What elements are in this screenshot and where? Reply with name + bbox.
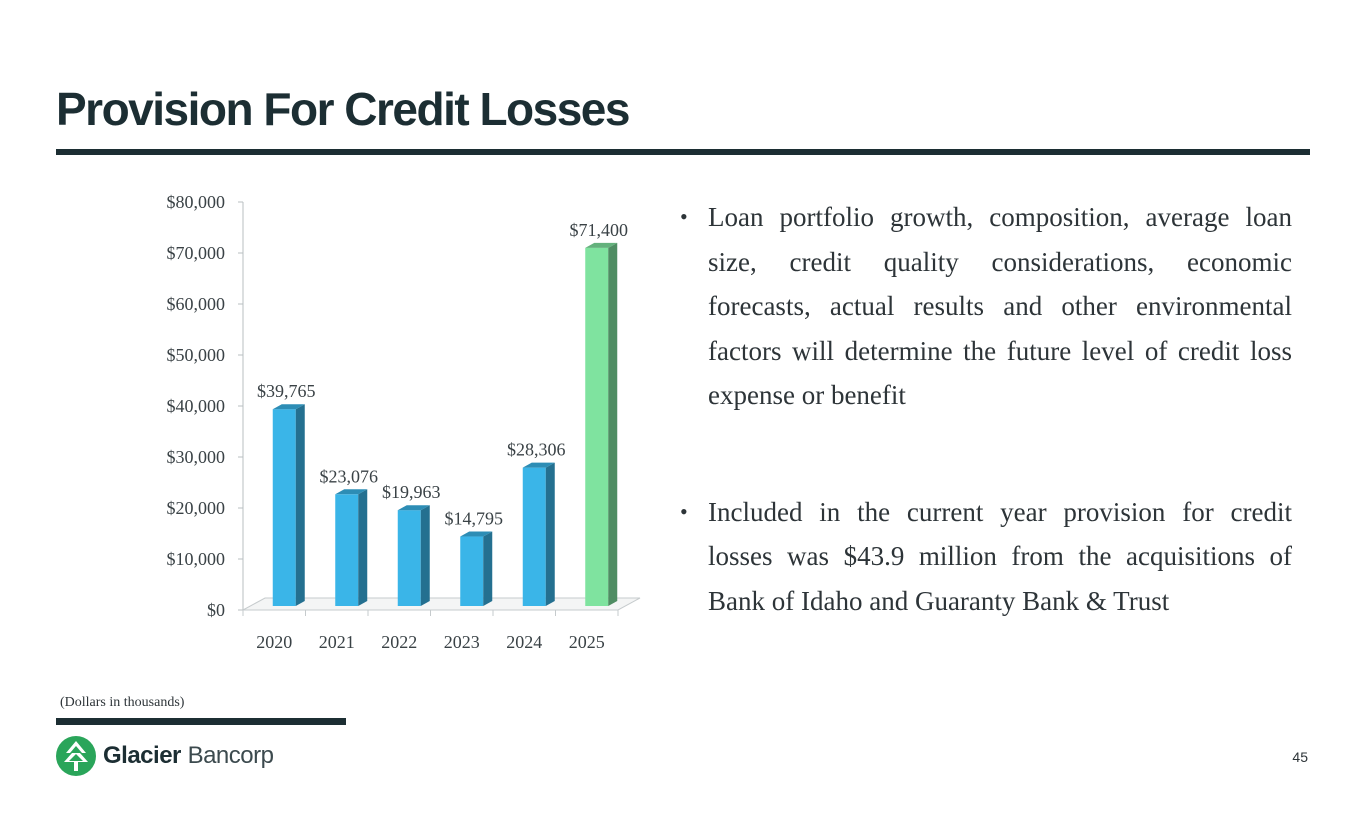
units-footnote: (Dollars in thousands) (60, 695, 185, 710)
data-label: $28,306 (507, 440, 566, 460)
footer-divider (56, 718, 346, 725)
x-tick-label: 2021 (319, 632, 355, 652)
bar-side (545, 462, 555, 606)
y-tick-label: $20,000 (167, 498, 226, 518)
bar-top (522, 462, 555, 468)
x-tick-label: 2022 (381, 632, 417, 652)
bullet-text: Included in the current year provision f… (708, 496, 1292, 616)
bullet-item: • Loan portfolio growth, composition, ave… (680, 195, 1292, 418)
x-tick-label: 2020 (256, 632, 292, 652)
bar-side (420, 505, 430, 606)
bar-front (460, 536, 484, 606)
logo-text-light: Bancorp (187, 742, 274, 769)
bar-front (397, 510, 421, 606)
bar-top (272, 404, 305, 410)
bullet-dot-icon: • (680, 498, 688, 524)
y-tick-label: $10,000 (167, 549, 226, 569)
bar-top (397, 505, 430, 511)
slide-title: Provision For Credit Losses (56, 83, 630, 135)
logo-wordmark: Glacier Bancorp (103, 742, 274, 770)
x-tick-label: 2023 (444, 632, 480, 652)
bar-top (585, 242, 618, 248)
bar-side (608, 242, 618, 607)
bar-side (483, 531, 493, 606)
bar-front (272, 409, 296, 606)
bar-side (358, 489, 368, 606)
y-tick-label: $30,000 (167, 447, 226, 467)
title-divider (56, 149, 1310, 155)
bar-top (460, 531, 493, 537)
y-tick-label: $0 (207, 600, 225, 620)
company-logo: Glacier Bancorp (55, 735, 274, 777)
bar-top (335, 489, 368, 495)
bar-front (522, 467, 546, 606)
data-label: $71,400 (570, 220, 629, 240)
provision-bar-chart: $0 $10,000 $20,000 $30,000 $40,000 $50,000 $60… (167, 192, 641, 652)
logo-text-bold: Glacier (103, 742, 181, 769)
data-label: $23,076 (320, 466, 379, 486)
bar-front (335, 494, 359, 606)
y-tick-label: $40,000 (167, 396, 226, 416)
bar-front (585, 247, 609, 607)
page-number: 45 (1292, 749, 1308, 765)
bar-side (295, 404, 305, 606)
x-tick-label: 2025 (569, 632, 605, 652)
glacier-tree-icon (56, 736, 96, 776)
y-tick-label: $60,000 (167, 294, 226, 314)
y-tick-label: $80,000 (167, 192, 226, 212)
x-tick-label: 2024 (506, 632, 542, 652)
bullet-dot-icon: • (680, 204, 688, 229)
bullet-item: • Included in the current year provision … (680, 490, 1292, 624)
data-label: $19,963 (382, 482, 441, 502)
bullet-text: Loan portfolio growth, composition, aver… (708, 202, 1292, 410)
y-tick-label: $70,000 (167, 243, 226, 263)
bullet-list: • Loan portfolio growth, composition, ave… (680, 195, 1292, 623)
y-tick-label: $50,000 (167, 345, 226, 365)
data-label: $39,765 (257, 381, 316, 401)
data-label: $14,795 (445, 509, 504, 529)
